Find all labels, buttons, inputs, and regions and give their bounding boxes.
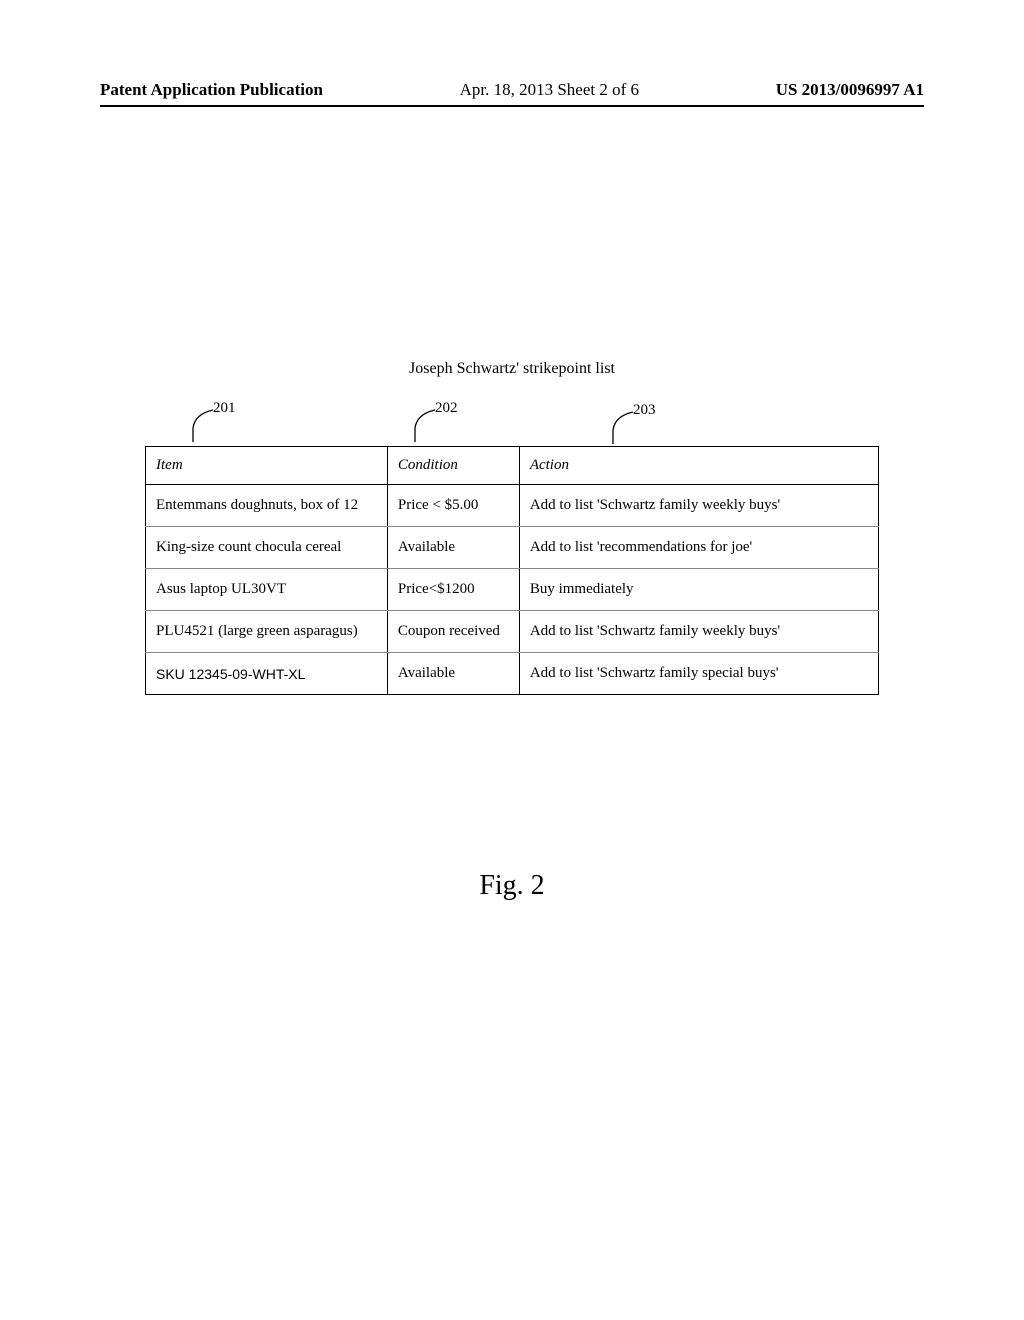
content-area: Joseph Schwartz' strikepoint list 201 20… [145,360,879,695]
figure-caption: Fig. 2 [0,870,1024,902]
cell-item: PLU4521 (large green asparagus) [146,611,388,653]
table-body: Entemmans doughnuts, box of 12 Price < $… [146,485,879,695]
strikepoint-table: Item Condition Action Entemmans doughnut… [145,446,879,695]
col-header-condition: Condition [387,447,519,485]
header-rule [100,105,924,107]
cell-item: SKU 12345-09-WHT-XL [146,653,388,695]
cell-condition: Available [387,653,519,695]
cell-item: Asus laptop UL30VT [146,569,388,611]
cell-condition: Coupon received [387,611,519,653]
table-row: PLU4521 (large green asparagus) Coupon r… [146,611,879,653]
cell-condition: Price < $5.00 [387,485,519,527]
swoosh-icon [411,408,441,444]
cell-item: Entemmans doughnuts, box of 12 [146,485,388,527]
col-header-action: Action [519,447,878,485]
table-row: King-size count chocula cereal Available… [146,527,879,569]
cell-action: Add to list 'Schwartz family weekly buys… [519,485,878,527]
callout-row: 201 202 203 [145,396,879,446]
header-center: Apr. 18, 2013 Sheet 2 of 6 [460,80,639,100]
cell-action: Add to list 'Schwartz family special buy… [519,653,878,695]
cell-condition: Price<$1200 [387,569,519,611]
table-row: Entemmans doughnuts, box of 12 Price < $… [146,485,879,527]
cell-action: Buy immediately [519,569,878,611]
header-left: Patent Application Publication [100,80,323,100]
cell-item: King-size count chocula cereal [146,527,388,569]
swoosh-icon [189,408,219,444]
table-header-row: Item Condition Action [146,447,879,485]
col-header-item: Item [146,447,388,485]
header-right: US 2013/0096997 A1 [776,80,924,100]
page-header: Patent Application Publication Apr. 18, … [0,80,1024,100]
swoosh-icon [609,410,639,446]
cell-condition: Available [387,527,519,569]
cell-action: Add to list 'Schwartz family weekly buys… [519,611,878,653]
table-row: SKU 12345-09-WHT-XL Available Add to lis… [146,653,879,695]
table-row: Asus laptop UL30VT Price<$1200 Buy immed… [146,569,879,611]
cell-action: Add to list 'recommendations for joe' [519,527,878,569]
table-title: Joseph Schwartz' strikepoint list [145,360,879,378]
